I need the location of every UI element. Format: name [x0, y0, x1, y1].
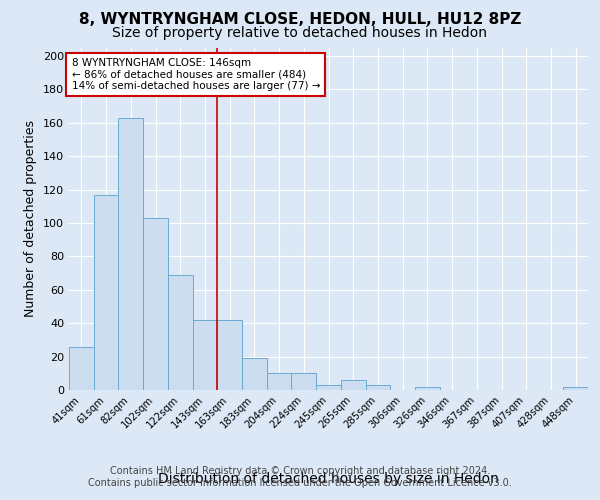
- Y-axis label: Number of detached properties: Number of detached properties: [25, 120, 37, 318]
- Bar: [316, 385, 341, 390]
- Bar: [94, 194, 118, 390]
- Bar: [193, 320, 217, 390]
- Bar: [267, 374, 292, 390]
- Bar: [341, 380, 365, 390]
- Bar: [217, 320, 242, 390]
- X-axis label: Distribution of detached houses by size in Hedon: Distribution of detached houses by size …: [158, 472, 499, 486]
- Bar: [118, 118, 143, 390]
- Bar: [563, 386, 588, 390]
- Bar: [242, 358, 267, 390]
- Text: 8 WYNTRYNGHAM CLOSE: 146sqm
← 86% of detached houses are smaller (484)
14% of se: 8 WYNTRYNGHAM CLOSE: 146sqm ← 86% of det…: [71, 58, 320, 91]
- Bar: [365, 385, 390, 390]
- Bar: [168, 274, 193, 390]
- Text: Size of property relative to detached houses in Hedon: Size of property relative to detached ho…: [113, 26, 487, 40]
- Text: Contains HM Land Registry data © Crown copyright and database right 2024.
Contai: Contains HM Land Registry data © Crown c…: [88, 466, 512, 487]
- Text: 8, WYNTRYNGHAM CLOSE, HEDON, HULL, HU12 8PZ: 8, WYNTRYNGHAM CLOSE, HEDON, HULL, HU12 …: [79, 12, 521, 28]
- Bar: [143, 218, 168, 390]
- Bar: [415, 386, 440, 390]
- Bar: [292, 374, 316, 390]
- Bar: [69, 346, 94, 390]
